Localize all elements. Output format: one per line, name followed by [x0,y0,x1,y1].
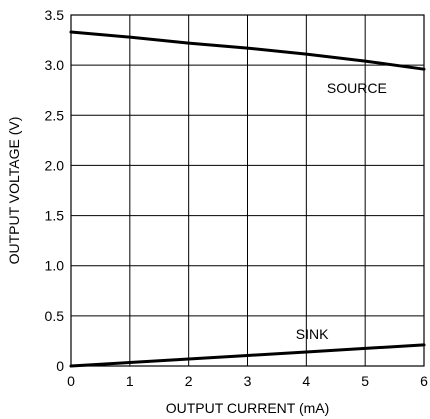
x-tick-label: 0 [67,373,75,389]
sink-curve [69,343,426,368]
sink-series-label: SINK [296,326,329,342]
y-tick-label: 3.5 [45,7,65,23]
y-tick-label: 0 [56,358,64,374]
x-tick-label: 5 [361,373,369,389]
y-tick-label: 1.5 [45,208,65,224]
series-lines [69,30,426,368]
x-tick-label: 2 [185,373,193,389]
x-tick-label: 1 [126,373,134,389]
y-tick-label: 2.0 [45,157,65,173]
plot-frame [70,14,425,367]
source-curve [69,30,426,71]
x-tick-label: 6 [420,373,428,389]
y-axis-title: OUTPUT VOLTAGE (V) [6,117,22,265]
y-tick-label: 0.5 [45,308,65,324]
series-labels: SOURCE SINK [296,80,387,342]
x-axis-title: OUTPUT CURRENT (mA) [166,400,330,416]
y-tick-labels: 0 0.5 1.0 1.5 2.0 2.5 3.0 3.5 [45,7,65,374]
y-tick-label: 2.5 [45,107,65,123]
x-tick-labels: 0 1 2 3 4 5 6 [67,373,428,389]
x-tick-label: 3 [244,373,252,389]
y-tick-label: 3.0 [45,57,65,73]
x-tick-label: 4 [302,373,310,389]
y-tick-label: 1.0 [45,258,65,274]
source-series-label: SOURCE [327,80,387,96]
grid [70,14,425,367]
